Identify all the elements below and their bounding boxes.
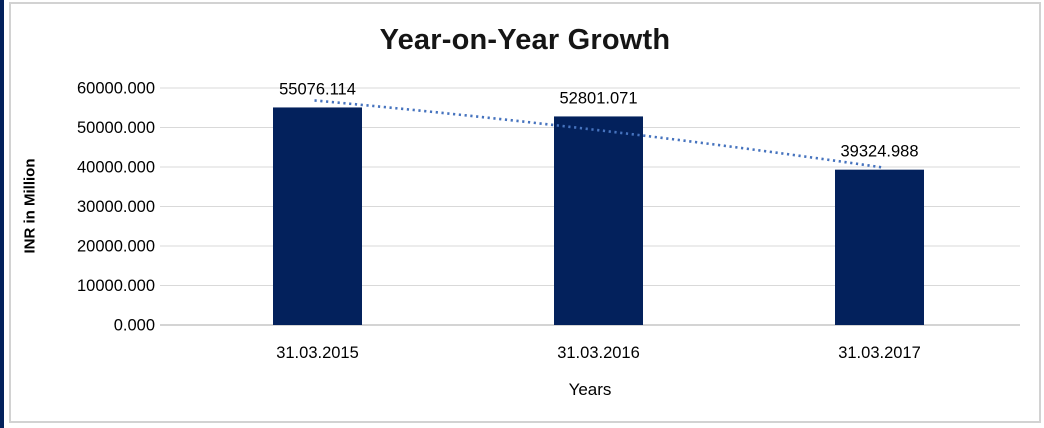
y-tick-label: 30000.000 xyxy=(77,198,155,216)
bar-data-label: 52801.071 xyxy=(560,89,638,107)
bar-data-label: 55076.114 xyxy=(279,80,356,98)
bar xyxy=(554,116,643,326)
left-accent-strip xyxy=(0,0,4,428)
y-tick-label: 10000.000 xyxy=(77,277,155,295)
bar xyxy=(273,107,362,326)
bar xyxy=(835,169,924,325)
y-tick-label: 0.000 xyxy=(114,317,155,335)
y-tick-label: 40000.000 xyxy=(77,159,155,177)
y-tick-label: 60000.000 xyxy=(77,80,155,98)
x-tick-label: 31.03.2016 xyxy=(557,344,640,362)
chart-title: Year-on-Year Growth xyxy=(379,24,671,56)
bar-data-label: 39324.988 xyxy=(841,143,919,161)
y-tick-label: 50000.000 xyxy=(77,119,155,137)
x-tick-label: 31.03.2015 xyxy=(276,344,359,362)
x-axis-title: Years xyxy=(568,380,612,399)
trendline xyxy=(314,99,885,169)
x-tick-label: 31.03.2017 xyxy=(838,344,921,362)
y-tick-label: 20000.000 xyxy=(77,238,155,256)
